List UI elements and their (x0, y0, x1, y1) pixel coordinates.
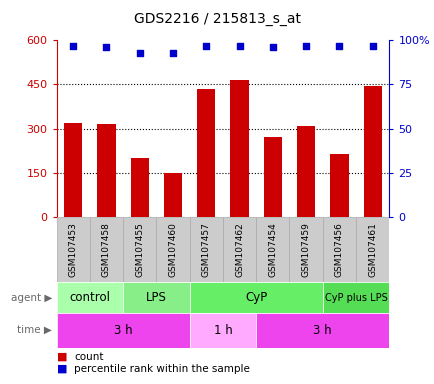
Bar (64, 123, 82, 217)
Bar (363, 86, 381, 217)
Bar (130, 158, 148, 217)
Text: 3 h: 3 h (313, 324, 331, 337)
Text: GSM107454: GSM107454 (268, 222, 277, 277)
Bar (289, 217, 322, 282)
Bar (189, 217, 223, 282)
Point (302, 43, 309, 49)
Point (368, 43, 375, 49)
Bar (123, 282, 189, 313)
Text: GSM107456: GSM107456 (334, 222, 343, 277)
Bar (97, 124, 115, 217)
Text: CyP: CyP (244, 291, 267, 304)
Text: time ▶: time ▶ (17, 325, 52, 335)
Bar (322, 217, 355, 282)
Bar (56, 217, 90, 282)
Bar (197, 89, 215, 217)
Bar (322, 282, 388, 313)
Bar (256, 217, 289, 282)
Bar (223, 217, 256, 282)
Bar (56, 313, 189, 348)
Bar (156, 217, 189, 282)
Point (335, 43, 342, 49)
Bar (329, 154, 348, 217)
Bar (263, 137, 281, 217)
Bar (123, 217, 156, 282)
Text: 3 h: 3 h (114, 324, 132, 337)
Bar (230, 80, 248, 217)
Text: LPS: LPS (146, 291, 166, 304)
Point (269, 44, 276, 50)
Bar (189, 282, 322, 313)
Text: GSM107457: GSM107457 (201, 222, 210, 277)
Point (236, 43, 243, 49)
Text: GSM107460: GSM107460 (168, 222, 177, 277)
Text: control: control (69, 291, 110, 304)
Bar (56, 282, 123, 313)
Point (169, 50, 176, 56)
Point (202, 43, 209, 49)
Text: CyP plus LPS: CyP plus LPS (324, 293, 387, 303)
Text: GSM107459: GSM107459 (301, 222, 310, 277)
Text: ■: ■ (56, 364, 67, 374)
Text: ■: ■ (56, 352, 67, 362)
Text: percentile rank within the sample: percentile rank within the sample (74, 364, 249, 374)
Bar (296, 126, 315, 217)
Bar (256, 313, 388, 348)
Bar (164, 174, 182, 217)
Text: count: count (74, 352, 103, 362)
Point (136, 50, 143, 56)
Bar (355, 217, 388, 282)
Text: 1 h: 1 h (213, 324, 232, 337)
Bar (90, 217, 123, 282)
Point (103, 44, 110, 50)
Text: agent ▶: agent ▶ (11, 293, 52, 303)
Text: GSM107462: GSM107462 (234, 222, 243, 277)
Text: GSM107453: GSM107453 (69, 222, 78, 277)
Text: GDS2216 / 215813_s_at: GDS2216 / 215813_s_at (134, 12, 300, 26)
Text: GSM107461: GSM107461 (367, 222, 376, 277)
Bar (189, 313, 256, 348)
Text: GSM107458: GSM107458 (102, 222, 111, 277)
Point (69, 43, 76, 49)
Text: GSM107455: GSM107455 (135, 222, 144, 277)
